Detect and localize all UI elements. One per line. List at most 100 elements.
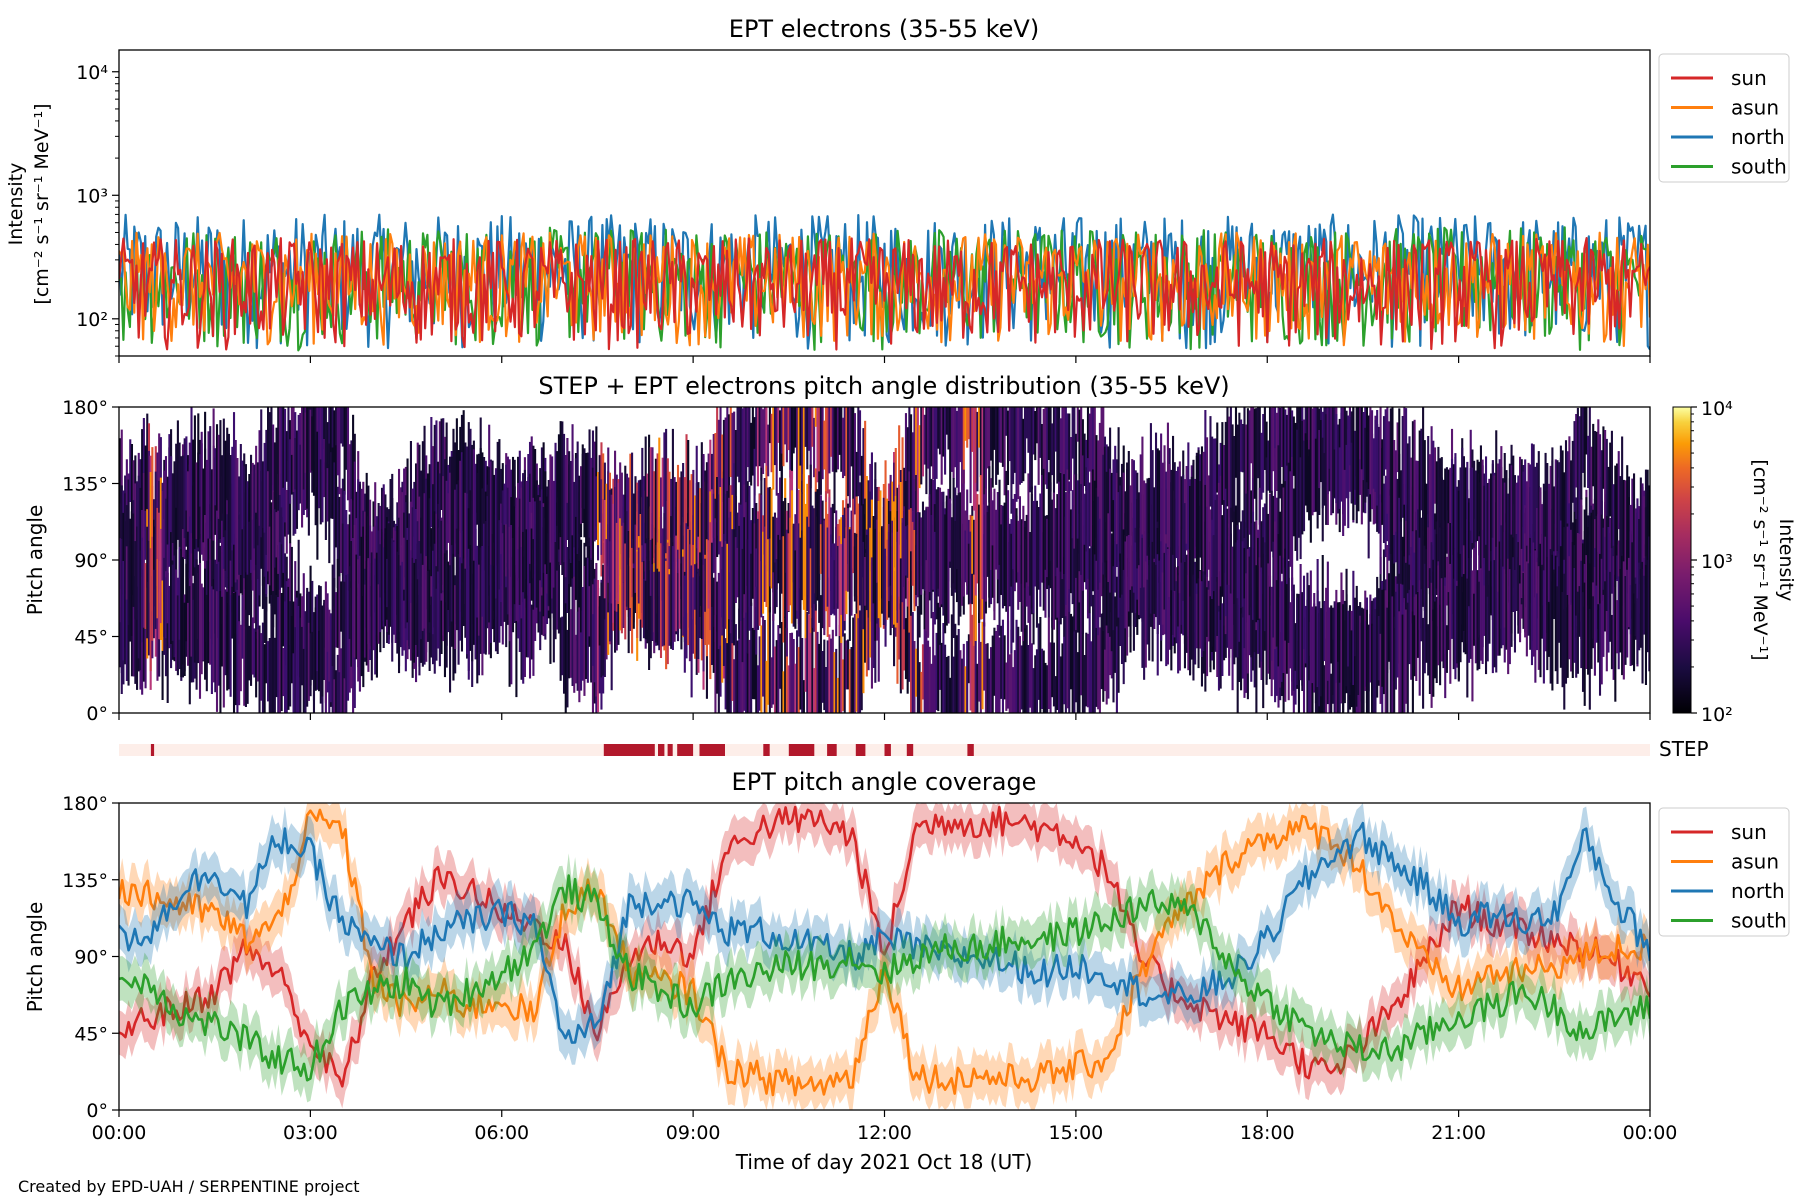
heatmap-cell	[532, 549, 535, 676]
heatmap-cell	[950, 530, 953, 588]
heatmap-cell	[1527, 462, 1530, 595]
heatmap-cell	[847, 508, 850, 592]
heatmap-cell	[1418, 493, 1421, 586]
heatmap-cell	[639, 514, 642, 620]
heatmap-cell	[1471, 570, 1474, 702]
heatmap-cell	[872, 552, 875, 668]
heatmap-cell	[263, 644, 266, 713]
heatmap-cell	[789, 517, 792, 606]
heatmap-cell	[1449, 467, 1452, 523]
heatmap-cell	[1610, 430, 1613, 549]
heatmap-cell	[1318, 430, 1321, 489]
heatmap-cell	[221, 596, 224, 667]
heatmap-cell	[867, 480, 870, 530]
heatmap-cell	[1148, 559, 1151, 661]
heatmap-cell	[1631, 542, 1634, 666]
heatmap-cell	[823, 520, 826, 636]
heatmap-cell	[338, 407, 341, 495]
heatmap-cell	[549, 454, 552, 563]
heatmap-cell	[1086, 633, 1090, 708]
heatmap-cell	[236, 458, 239, 580]
heatmap-cell	[355, 554, 358, 660]
heatmap-cell	[920, 407, 923, 485]
heatmap-cell	[578, 475, 581, 534]
heatmap-cell	[853, 614, 856, 713]
heatmap-cell	[414, 560, 418, 645]
heatmap-cell	[489, 564, 492, 643]
heatmap-cell	[267, 442, 270, 572]
heatmap-cell	[1308, 449, 1311, 521]
y-tick-label: 45°	[74, 1023, 108, 1045]
heatmap-cell	[853, 413, 856, 515]
heatmap-cell	[1551, 554, 1554, 691]
heatmap-cell	[1372, 625, 1375, 713]
heatmap-cell	[1144, 483, 1147, 562]
heatmap-cell	[602, 453, 605, 514]
heatmap-cell	[236, 538, 239, 635]
heatmap-cell	[1542, 483, 1545, 590]
heatmap-cell	[1338, 447, 1341, 509]
heatmap-cell	[950, 407, 953, 472]
heatmap-cell	[1240, 577, 1243, 691]
heatmap-cell	[634, 524, 637, 593]
heatmap-cell	[394, 530, 397, 643]
heatmap-cell	[267, 641, 270, 702]
heatmap-cell	[309, 565, 312, 686]
heatmap-cell	[1403, 598, 1406, 713]
heatmap-cell	[770, 488, 773, 578]
heatmap-cell	[454, 585, 457, 649]
heatmap-cell	[1597, 604, 1600, 663]
heatmap-cell	[195, 559, 198, 690]
heatmap-cell	[855, 451, 858, 510]
heatmap-cell	[1003, 407, 1006, 496]
heatmap-cell	[476, 545, 479, 618]
heatmap-cell	[864, 420, 867, 515]
heatmap-cell	[809, 548, 812, 633]
heatmap-cell	[420, 553, 423, 640]
panel1-legend-label-south: south	[1731, 155, 1787, 179]
heatmap-cell	[1279, 511, 1282, 574]
heatmap-cell	[998, 479, 1001, 565]
heatmap-cell	[745, 502, 748, 613]
heatmap-cell	[1006, 490, 1010, 576]
heatmap-cell	[654, 458, 657, 554]
heatmap-cell	[1287, 560, 1290, 643]
heatmap-cell	[1160, 559, 1163, 641]
heatmap-cell	[631, 547, 634, 598]
heatmap-cell	[1604, 581, 1607, 632]
heatmap-cell	[1447, 469, 1450, 524]
heatmap-cell	[1634, 583, 1637, 636]
heatmap-cell	[682, 463, 685, 550]
heatmap-cell	[833, 560, 836, 609]
heatmap-cell	[1025, 407, 1028, 439]
heatmap-cell	[773, 646, 777, 713]
heatmap-cell	[779, 633, 782, 689]
heatmap-cell	[1598, 434, 1602, 554]
heatmap-cell	[1343, 407, 1346, 470]
heatmap-cell	[256, 520, 259, 579]
heatmap-cell	[222, 418, 225, 538]
heatmap-cell	[244, 609, 247, 707]
heatmap-cell	[1248, 579, 1251, 656]
heatmap-cell	[336, 407, 339, 476]
heatmap-cell	[1219, 571, 1222, 620]
heatmap-cell	[945, 657, 948, 713]
colorbar-tick-label: 10⁴	[1701, 398, 1733, 420]
heatmap-cell	[1638, 562, 1641, 632]
heatmap-cell	[807, 407, 811, 451]
heatmap-cell	[927, 640, 930, 713]
heatmap-cell	[1467, 606, 1471, 663]
heatmap-cell	[947, 655, 950, 713]
heatmap-cell	[369, 525, 372, 650]
heatmap-cell	[622, 522, 625, 583]
heatmap-cell	[1379, 633, 1382, 704]
x-tick-label: 06:00	[474, 1122, 529, 1144]
heatmap-cell	[801, 530, 804, 601]
step-on-interval	[855, 744, 866, 756]
heatmap-cell	[775, 559, 778, 608]
heatmap-cell	[835, 407, 838, 473]
heatmap-cell	[326, 468, 329, 522]
heatmap-cell	[1039, 493, 1042, 583]
heatmap-cell	[1389, 489, 1392, 554]
